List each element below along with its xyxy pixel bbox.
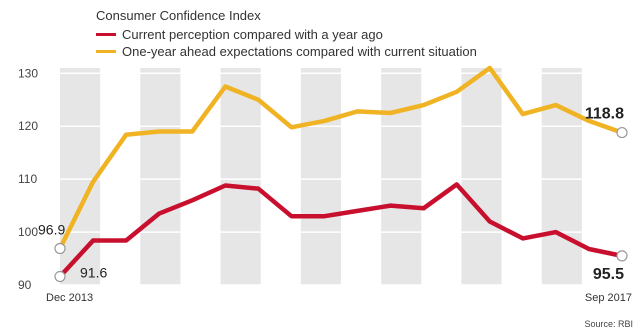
legend-swatch-yellow bbox=[96, 50, 116, 53]
y-axis-ticks: 90 100 110 120 130 bbox=[18, 66, 38, 292]
background-band bbox=[300, 68, 341, 285]
endpoint-markers bbox=[54, 126, 628, 283]
endpoint-marker bbox=[54, 270, 66, 283]
background-band bbox=[140, 68, 181, 285]
legend-swatch-red bbox=[96, 33, 116, 36]
data-label-current-start: 91.6 bbox=[80, 265, 107, 281]
x-label-end: Sep 2017 bbox=[585, 292, 632, 304]
y-tick-label: 120 bbox=[18, 119, 38, 133]
chart-title: Consumer Confidence Index bbox=[96, 8, 261, 23]
y-tick-label: 130 bbox=[18, 66, 38, 80]
data-labels: 96.9 91.6 118.8 95.5 bbox=[38, 106, 624, 283]
background-band bbox=[541, 68, 582, 285]
y-tick-label: 110 bbox=[18, 172, 37, 186]
data-label-expectations-start: 96.9 bbox=[38, 221, 65, 237]
legend-entry-current-perception: Current perception compared with a year … bbox=[96, 27, 383, 42]
x-axis-labels: Dec 2013 Sep 2017 bbox=[46, 292, 632, 304]
y-tick-label: 90 bbox=[18, 278, 32, 292]
gridlines bbox=[60, 72, 622, 286]
background-band bbox=[381, 68, 422, 285]
series-line-current-perception bbox=[57, 182, 625, 279]
source-note: Source: RBI bbox=[584, 319, 633, 329]
series-line-expectations bbox=[57, 65, 625, 251]
data-label-current-end: 95.5 bbox=[593, 266, 624, 283]
series-lines bbox=[57, 65, 625, 279]
endpoint-marker bbox=[54, 242, 66, 255]
x-label-start: Dec 2013 bbox=[46, 292, 93, 304]
endpoint-marker bbox=[616, 250, 628, 262]
legend-label-expectations: One-year ahead expectations compared wit… bbox=[122, 44, 477, 59]
y-tick-label: 100 bbox=[18, 225, 38, 239]
endpoint-marker bbox=[616, 126, 628, 139]
background-bands bbox=[60, 68, 582, 285]
legend-entry-expectations: One-year ahead expectations compared wit… bbox=[96, 44, 477, 59]
legend-label-current-perception: Current perception compared with a year … bbox=[122, 27, 383, 42]
background-band bbox=[60, 68, 101, 285]
data-label-expectations-end: 118.8 bbox=[585, 106, 624, 123]
background-band bbox=[220, 68, 261, 285]
background-band bbox=[461, 68, 502, 285]
